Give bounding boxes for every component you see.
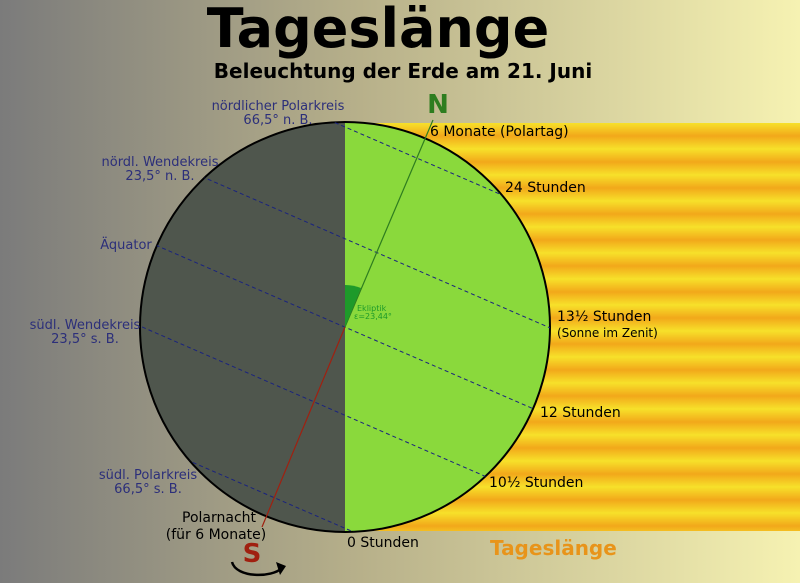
tropic-cancer-label: nördl. Wendekreis [102,155,219,170]
equator-label: Äquator [100,237,152,253]
earth-outline [139,121,551,533]
south-pole-label: S [243,539,262,569]
sun-zenith-note: (Sonne im Zenit) [557,326,658,340]
north-pole-label: N [427,90,449,120]
tropic-cancer-degree: 23,5° n. B. [125,169,194,184]
ecliptic-angle-wedge [345,284,361,327]
polar-night-labels: Polarnacht (für 6 Monate) [166,510,267,543]
antarctic-circle-degree: 66,5° s. B. [114,482,182,497]
latitude-labels: nördlicher Polarkreis 66,5° n. B. nördl.… [30,99,345,497]
rotation-arrow [230,561,283,577]
tropic-capricorn-degree: 23,5° s. B. [51,332,119,347]
rotation-arrowhead [276,562,286,575]
day-length-legend: Tageslänge [490,536,617,560]
day-length-12h: 12 Stunden [540,405,621,421]
antarctic-circle-label: südl. Polarkreis [99,468,198,483]
arctic-circle-degree: 66,5° n. B. [243,113,312,128]
day-length-24h: 24 Stunden [505,180,586,196]
day-length-10h: 10½ Stunden [489,475,583,491]
arctic-circle-label: nördlicher Polarkreis [212,99,345,114]
earth-axis-north [344,119,434,328]
tropic-capricorn-label: südl. Wendekreis [30,318,141,333]
earth-axis-south [261,326,346,528]
page-subtitle: Beleuchtung der Erde am 21. Juni [214,59,592,83]
tropic-cancer-line [149,153,550,368]
day-side [345,122,550,532]
day-length-labels: 6 Monate (Polartag) 24 Stunden 13½ Stund… [347,124,658,551]
day-length-0h: 0 Stunden [347,535,419,551]
page-title: Tageslänge [207,0,549,60]
polar-night-label: Polarnacht [182,510,257,526]
day-length-13h: 13½ Stunden [557,309,651,325]
polar-day-label: 6 Monate (Polartag) [430,124,569,140]
ecliptic-angle: ε=23,44° [354,312,392,321]
arctic-circle-line [231,122,550,235]
equator-line [140,233,550,456]
ecliptic-label: Ekliptik [357,304,387,313]
polar-night-duration: (für 6 Monate) [166,527,267,543]
